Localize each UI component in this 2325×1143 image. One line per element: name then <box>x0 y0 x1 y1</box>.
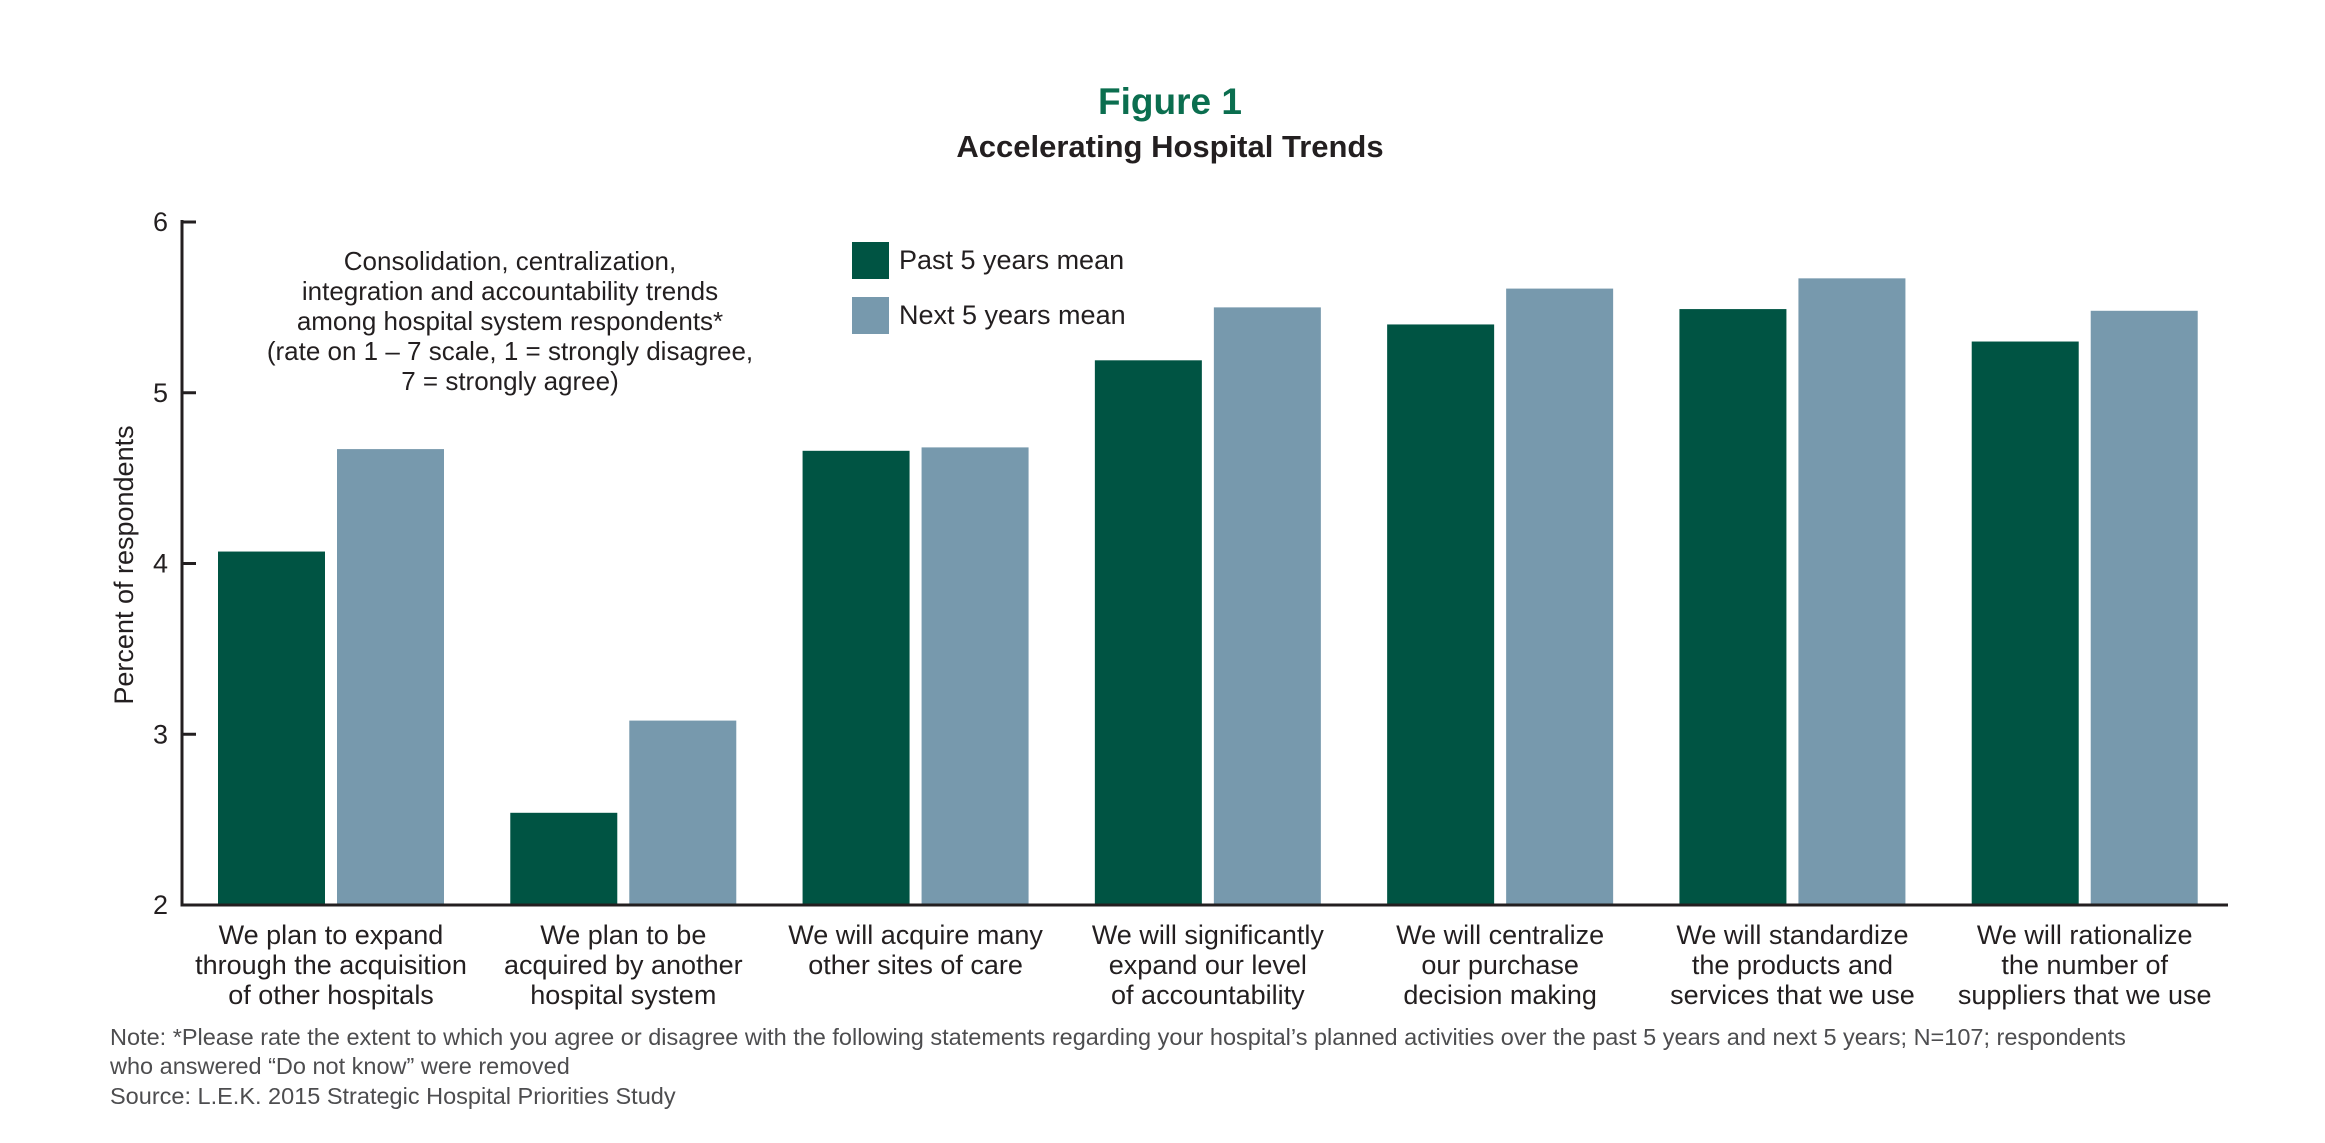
chart-title: Figure 1 <box>1098 81 1242 122</box>
y-tick-label: 2 <box>153 890 168 920</box>
bar-next-1 <box>337 449 444 905</box>
chart-annotation: Consolidation, centralization, integratio… <box>267 246 753 396</box>
legend-swatch-next <box>852 297 889 334</box>
bar-next-2 <box>629 720 737 905</box>
legend-label-next: Next 5 years mean <box>899 300 1126 330</box>
y-tick-label: 5 <box>153 378 168 408</box>
y-tick-label: 6 <box>153 207 168 237</box>
bar-next-3 <box>921 447 1029 905</box>
y-tick-label: 3 <box>153 719 168 749</box>
note-line-1: Note: *Please rate the extent to which y… <box>110 1024 2126 1050</box>
source-line: Source: L.E.K. 2015 Strategic Hospital P… <box>110 1083 676 1109</box>
x-category-label-1: We plan to expand through the acquisition… <box>195 920 467 1010</box>
bar-past-4 <box>1094 360 1202 905</box>
bar-next-5 <box>1506 288 1614 905</box>
x-category-label-3: We will acquire many other sites of care <box>788 920 1043 980</box>
legend-label-past: Past 5 years mean <box>899 245 1124 275</box>
bar-next-7 <box>2090 310 2198 905</box>
bar-past-3 <box>802 450 910 905</box>
bar-past-1 <box>218 551 325 905</box>
x-category-label-4: We will significantly expand our level of … <box>1092 920 1325 1010</box>
chart-notes: Note: *Please rate the extent to which y… <box>109 1024 2126 1109</box>
y-tick-label: 4 <box>153 549 168 579</box>
chart-subtitle: Accelerating Hospital Trends <box>956 129 1383 164</box>
bar-past-6 <box>1679 309 1787 905</box>
bar-past-2 <box>510 812 618 905</box>
annotation-text: Consolidation, centralization, integratio… <box>267 246 753 396</box>
bars-group <box>218 278 2198 905</box>
y-axis-title: Percent of respondents <box>109 425 139 704</box>
legend-swatch-past <box>852 242 889 279</box>
bar-past-5 <box>1387 324 1495 905</box>
x-category-label-7: We will rationalize the number of supplier… <box>1958 920 2212 1010</box>
y-axis: Percent of respondents 2 3 4 5 6 <box>109 207 196 920</box>
x-axis: We plan to expand through the acquisition… <box>180 903 2228 1010</box>
x-category-label-5: We will centralize our purchase decision m… <box>1396 920 1604 1010</box>
bar-past-7 <box>1971 341 2079 905</box>
x-category-label-2: We plan to be acquired by another hospital… <box>504 920 743 1010</box>
chart-legend: Past 5 years mean Next 5 years mean <box>852 242 1126 334</box>
bar-next-4 <box>1213 307 1321 905</box>
bar-next-6 <box>1798 278 1906 905</box>
note-line-2: who answered “Do not know” were removed <box>109 1053 570 1079</box>
x-category-label-6: We will standardize the products and servi… <box>1670 920 1915 1010</box>
